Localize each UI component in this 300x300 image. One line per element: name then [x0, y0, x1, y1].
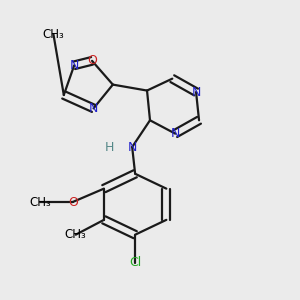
Text: N: N	[171, 127, 180, 140]
Text: N: N	[191, 85, 201, 98]
Text: CH₃: CH₃	[43, 28, 64, 40]
Text: CH₃: CH₃	[65, 228, 87, 241]
Text: Cl: Cl	[129, 256, 141, 269]
Text: N: N	[89, 102, 98, 115]
Text: O: O	[68, 196, 78, 208]
Text: N: N	[70, 59, 79, 72]
Text: CH₃: CH₃	[29, 196, 51, 208]
Text: H: H	[105, 140, 115, 154]
Text: N: N	[128, 140, 137, 154]
Text: O: O	[87, 54, 97, 67]
